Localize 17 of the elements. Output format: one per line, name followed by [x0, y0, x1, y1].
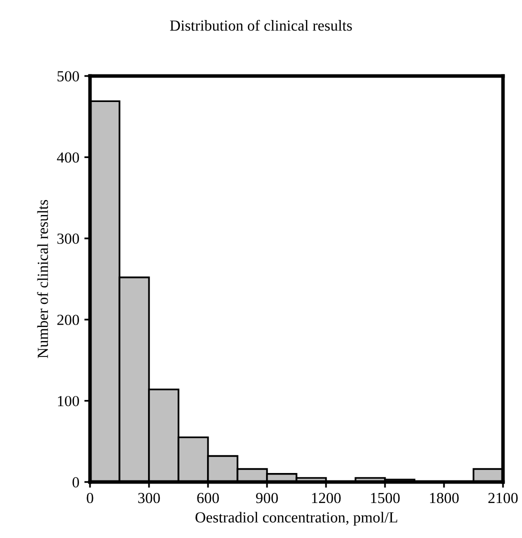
- y-tick-label: 100: [58, 396, 79, 406]
- y-tick-label: 500: [58, 71, 79, 82]
- x-tick-label: 2100: [488, 492, 518, 504]
- x-tick-label: 1200: [312, 492, 341, 504]
- x-tick-label: 300: [138, 492, 160, 504]
- y-tick-label: 200: [57, 314, 79, 326]
- x-axis-title: Oestradiol concentration, pmol/L: [196, 512, 398, 526]
- x-tick-label: 1800: [430, 492, 459, 504]
- x-tick-label: 1500: [371, 492, 400, 504]
- chart-title: Distribution of clinical results: [170, 20, 352, 31]
- x-tick-label: 900: [256, 492, 278, 504]
- x-tick-label: 0: [86, 492, 94, 504]
- y-tick-label: 300: [57, 234, 79, 244]
- y-axis-title: Number of clinical results: [37, 200, 48, 358]
- y-tick-label: 0: [72, 477, 79, 488]
- y-tick-label: 400: [56, 152, 79, 163]
- x-tick-label: 600: [197, 492, 219, 504]
